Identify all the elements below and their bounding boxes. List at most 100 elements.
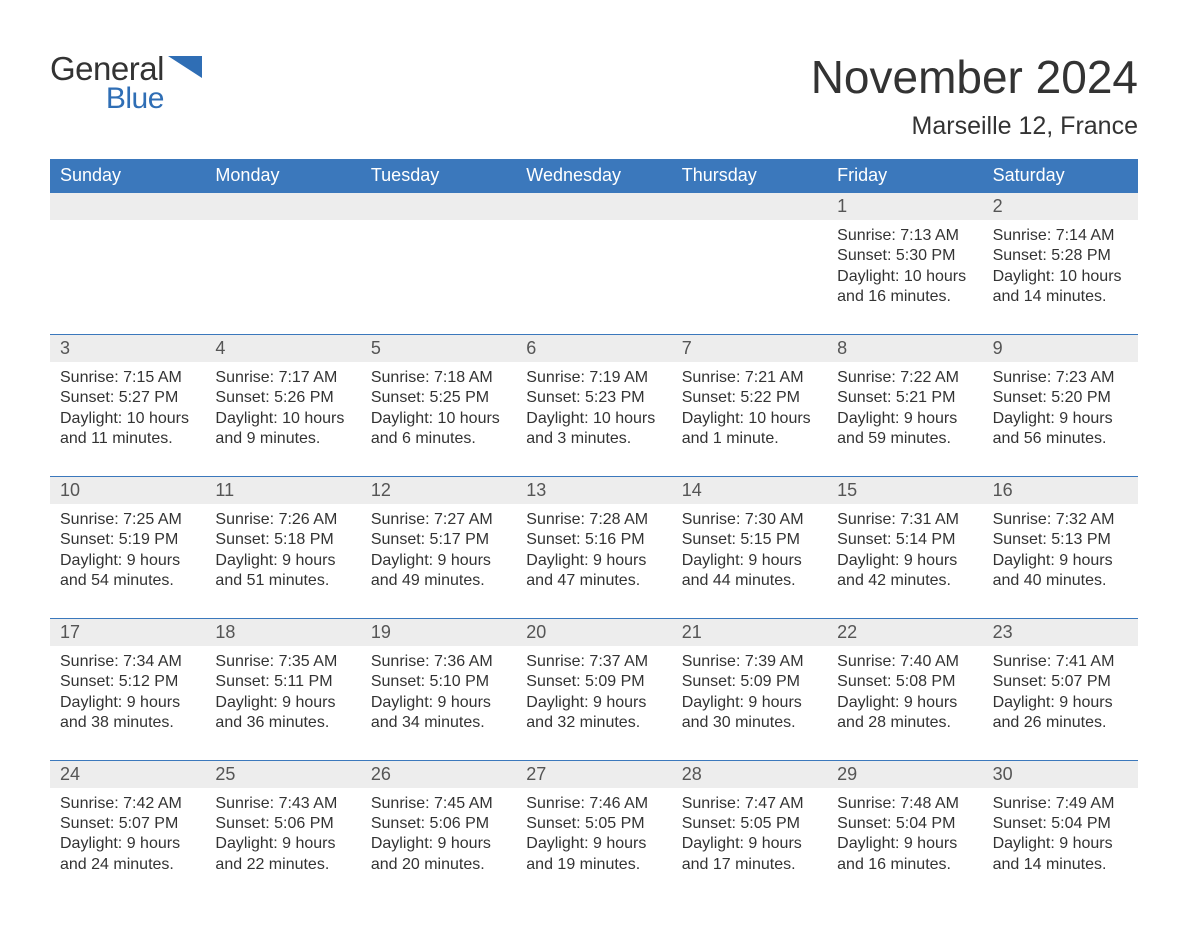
day-body: Sunrise: 7:17 AMSunset: 5:26 PMDaylight:… (205, 362, 360, 450)
sunset-line: Sunset: 5:30 PM (837, 246, 972, 266)
calendar-day: 15Sunrise: 7:31 AMSunset: 5:14 PMDayligh… (827, 477, 982, 618)
day-number: 13 (516, 477, 671, 504)
calendar-day: 3Sunrise: 7:15 AMSunset: 5:27 PMDaylight… (50, 335, 205, 476)
day-number: 19 (361, 619, 516, 646)
sunrise-line: Sunrise: 7:39 AM (682, 652, 817, 672)
day-number (205, 193, 360, 220)
day-body: Sunrise: 7:23 AMSunset: 5:20 PMDaylight:… (983, 362, 1138, 450)
day-number: 24 (50, 761, 205, 788)
daylight-line1: Daylight: 9 hours (215, 693, 350, 713)
day-number: 25 (205, 761, 360, 788)
day-number: 22 (827, 619, 982, 646)
day-number: 17 (50, 619, 205, 646)
day-body: Sunrise: 7:45 AMSunset: 5:06 PMDaylight:… (361, 788, 516, 876)
day-number (672, 193, 827, 220)
calendar-day: 2Sunrise: 7:14 AMSunset: 5:28 PMDaylight… (983, 193, 1138, 334)
day-body: Sunrise: 7:46 AMSunset: 5:05 PMDaylight:… (516, 788, 671, 876)
day-body: Sunrise: 7:14 AMSunset: 5:28 PMDaylight:… (983, 220, 1138, 308)
daylight-line2: and 32 minutes. (526, 713, 661, 733)
logo: General Blue (50, 50, 202, 116)
daylight-line1: Daylight: 9 hours (60, 693, 195, 713)
sunset-line: Sunset: 5:07 PM (60, 814, 195, 834)
daylight-line2: and 3 minutes. (526, 429, 661, 449)
daylight-line1: Daylight: 9 hours (993, 409, 1128, 429)
daylight-line2: and 49 minutes. (371, 571, 506, 591)
day-body: Sunrise: 7:42 AMSunset: 5:07 PMDaylight:… (50, 788, 205, 876)
sunset-line: Sunset: 5:17 PM (371, 530, 506, 550)
day-body: Sunrise: 7:41 AMSunset: 5:07 PMDaylight:… (983, 646, 1138, 734)
day-body: Sunrise: 7:28 AMSunset: 5:16 PMDaylight:… (516, 504, 671, 592)
day-body: Sunrise: 7:25 AMSunset: 5:19 PMDaylight:… (50, 504, 205, 592)
sunrise-line: Sunrise: 7:43 AM (215, 794, 350, 814)
daylight-line1: Daylight: 10 hours (60, 409, 195, 429)
daylight-line1: Daylight: 10 hours (526, 409, 661, 429)
daylight-line2: and 40 minutes. (993, 571, 1128, 591)
calendar-day: 10Sunrise: 7:25 AMSunset: 5:19 PMDayligh… (50, 477, 205, 618)
calendar-day: 24Sunrise: 7:42 AMSunset: 5:07 PMDayligh… (50, 761, 205, 902)
calendar-day: 30Sunrise: 7:49 AMSunset: 5:04 PMDayligh… (983, 761, 1138, 902)
day-body: Sunrise: 7:49 AMSunset: 5:04 PMDaylight:… (983, 788, 1138, 876)
day-number: 30 (983, 761, 1138, 788)
daylight-line2: and 17 minutes. (682, 855, 817, 875)
day-number: 26 (361, 761, 516, 788)
header: General Blue November 2024 Marseille 12,… (50, 50, 1138, 141)
daylight-line2: and 44 minutes. (682, 571, 817, 591)
sunrise-line: Sunrise: 7:17 AM (215, 368, 350, 388)
calendar-day: 9Sunrise: 7:23 AMSunset: 5:20 PMDaylight… (983, 335, 1138, 476)
page-subtitle: Marseille 12, France (811, 112, 1138, 141)
sunrise-line: Sunrise: 7:46 AM (526, 794, 661, 814)
dow-cell: Saturday (983, 159, 1138, 193)
calendar-day: 23Sunrise: 7:41 AMSunset: 5:07 PMDayligh… (983, 619, 1138, 760)
dow-cell: Friday (827, 159, 982, 193)
sunrise-line: Sunrise: 7:36 AM (371, 652, 506, 672)
day-of-week-header: SundayMondayTuesdayWednesdayThursdayFrid… (50, 159, 1138, 193)
day-number (361, 193, 516, 220)
daylight-line1: Daylight: 9 hours (837, 693, 972, 713)
day-body: Sunrise: 7:18 AMSunset: 5:25 PMDaylight:… (361, 362, 516, 450)
day-body: Sunrise: 7:19 AMSunset: 5:23 PMDaylight:… (516, 362, 671, 450)
sunrise-line: Sunrise: 7:31 AM (837, 510, 972, 530)
sunset-line: Sunset: 5:05 PM (682, 814, 817, 834)
daylight-line2: and 59 minutes. (837, 429, 972, 449)
dow-cell: Wednesday (516, 159, 671, 193)
daylight-line1: Daylight: 9 hours (60, 551, 195, 571)
sunset-line: Sunset: 5:27 PM (60, 388, 195, 408)
daylight-line1: Daylight: 9 hours (837, 551, 972, 571)
calendar-day: 7Sunrise: 7:21 AMSunset: 5:22 PMDaylight… (672, 335, 827, 476)
sunset-line: Sunset: 5:09 PM (526, 672, 661, 692)
day-number: 6 (516, 335, 671, 362)
calendar-day: 18Sunrise: 7:35 AMSunset: 5:11 PMDayligh… (205, 619, 360, 760)
day-body: Sunrise: 7:32 AMSunset: 5:13 PMDaylight:… (983, 504, 1138, 592)
sunset-line: Sunset: 5:23 PM (526, 388, 661, 408)
daylight-line1: Daylight: 9 hours (371, 551, 506, 571)
sunrise-line: Sunrise: 7:26 AM (215, 510, 350, 530)
sunrise-line: Sunrise: 7:48 AM (837, 794, 972, 814)
sunset-line: Sunset: 5:15 PM (682, 530, 817, 550)
sunrise-line: Sunrise: 7:41 AM (993, 652, 1128, 672)
day-body: Sunrise: 7:37 AMSunset: 5:09 PMDaylight:… (516, 646, 671, 734)
daylight-line2: and 42 minutes. (837, 571, 972, 591)
daylight-line1: Daylight: 10 hours (993, 267, 1128, 287)
day-body: Sunrise: 7:27 AMSunset: 5:17 PMDaylight:… (361, 504, 516, 592)
calendar: SundayMondayTuesdayWednesdayThursdayFrid… (50, 159, 1138, 901)
daylight-line2: and 9 minutes. (215, 429, 350, 449)
day-number: 4 (205, 335, 360, 362)
calendar-day: 27Sunrise: 7:46 AMSunset: 5:05 PMDayligh… (516, 761, 671, 902)
sunset-line: Sunset: 5:06 PM (371, 814, 506, 834)
daylight-line1: Daylight: 9 hours (371, 834, 506, 854)
day-number: 21 (672, 619, 827, 646)
day-number: 9 (983, 335, 1138, 362)
sunset-line: Sunset: 5:05 PM (526, 814, 661, 834)
calendar-day: 29Sunrise: 7:48 AMSunset: 5:04 PMDayligh… (827, 761, 982, 902)
dow-cell: Monday (205, 159, 360, 193)
sunset-line: Sunset: 5:22 PM (682, 388, 817, 408)
sunrise-line: Sunrise: 7:47 AM (682, 794, 817, 814)
day-number: 1 (827, 193, 982, 220)
day-body: Sunrise: 7:43 AMSunset: 5:06 PMDaylight:… (205, 788, 360, 876)
daylight-line2: and 51 minutes. (215, 571, 350, 591)
daylight-line2: and 16 minutes. (837, 855, 972, 875)
logo-line2: Blue (50, 82, 164, 116)
day-body: Sunrise: 7:26 AMSunset: 5:18 PMDaylight:… (205, 504, 360, 592)
calendar-day: 16Sunrise: 7:32 AMSunset: 5:13 PMDayligh… (983, 477, 1138, 618)
day-number: 29 (827, 761, 982, 788)
